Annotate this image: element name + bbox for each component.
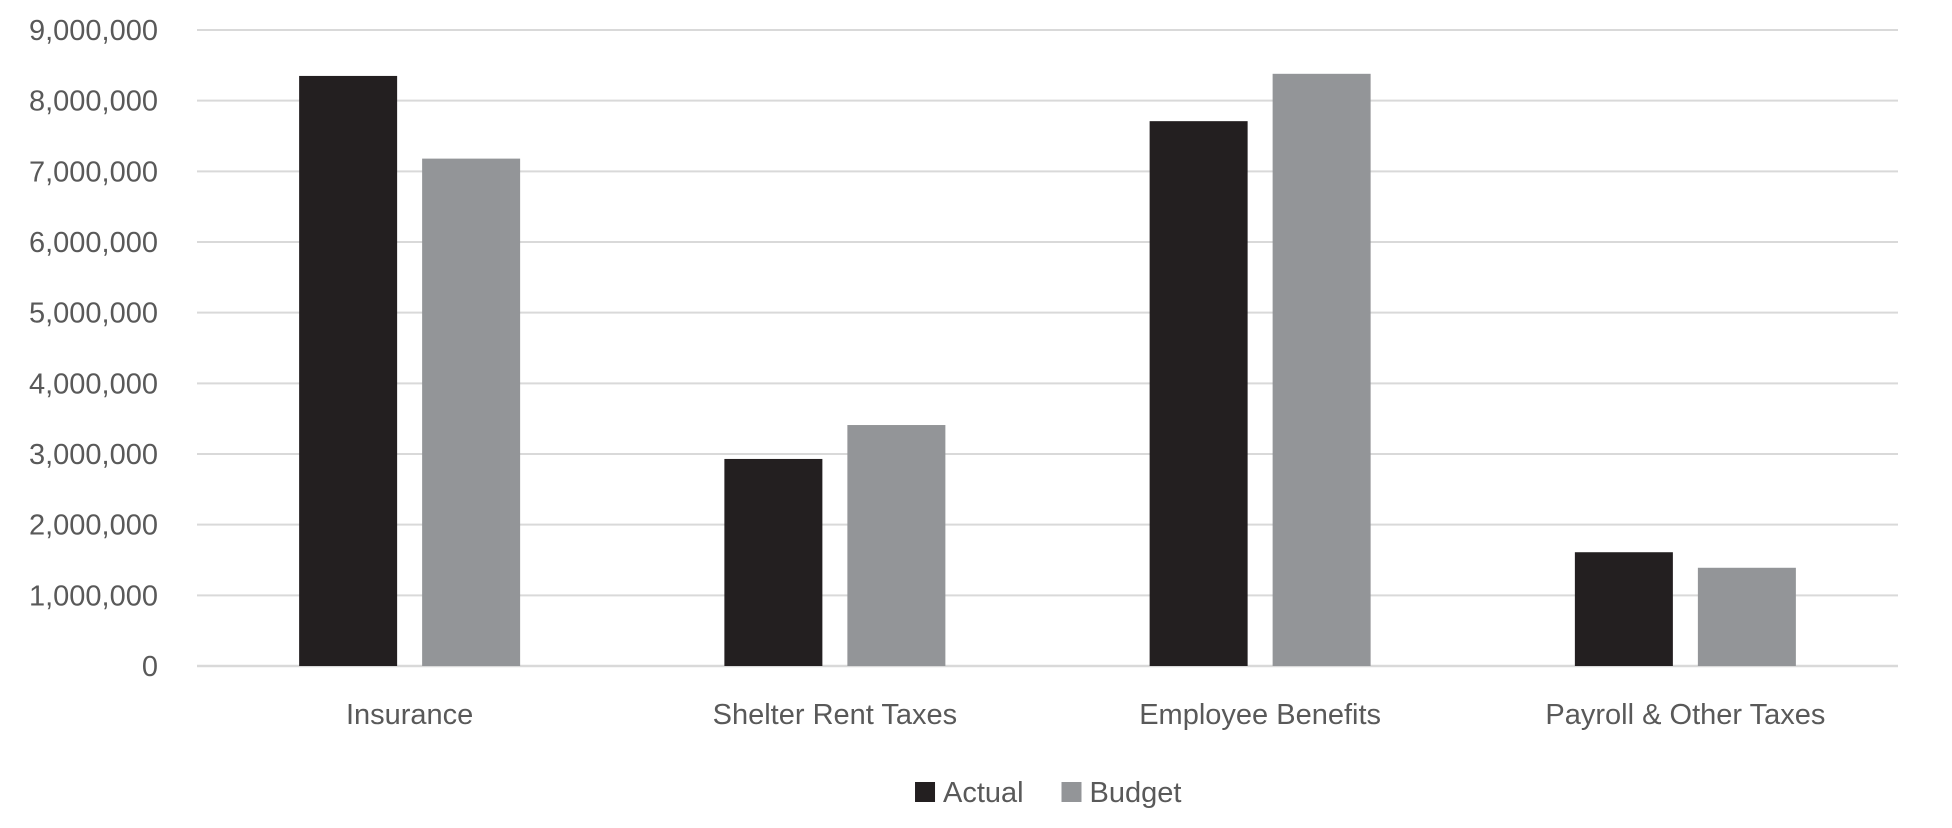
y-axis-tick-labels: 0 1,000,000 2,000,000 3,000,000 4,000,000 5,0… (29, 15, 158, 683)
y-tick-label: 0 (142, 651, 158, 683)
y-tick-label: 3,000,000 (29, 439, 158, 471)
legend-swatch-actual (915, 782, 936, 802)
y-tick-label: 4,000,000 (29, 368, 158, 400)
y-tick-label: 6,000,000 (29, 227, 158, 259)
x-category-label-shelter-rent-taxes: Shelter Rent Taxes (713, 699, 958, 731)
y-tick-label: 9,000,000 (29, 15, 158, 47)
legend-label-budget: Budget (1090, 777, 1182, 809)
bar-budget-payroll-and-other-taxes (1697, 567, 1796, 666)
bar-budget-shelter-rent-taxes (847, 425, 946, 666)
bar-actual-shelter-rent-taxes (724, 458, 823, 666)
y-tick-label: 7,000,000 (29, 156, 158, 188)
bar-actual-insurance (299, 75, 398, 666)
y-tick-label: 1,000,000 (29, 580, 158, 612)
x-category-label-insurance: Insurance (346, 699, 473, 731)
y-tick-label: 8,000,000 (29, 86, 158, 118)
y-tick-label: 5,000,000 (29, 298, 158, 330)
bar-actual-employee-benefits (1149, 121, 1248, 666)
legend: Actual Budget (915, 777, 1181, 809)
x-category-label-employee-benefits: Employee Benefits (1139, 699, 1381, 731)
y-tick-label: 2,000,000 (29, 510, 158, 542)
legend-swatch-budget (1061, 782, 1082, 802)
legend-label-actual: Actual (943, 777, 1024, 809)
bar-actual-payroll-and-other-taxes (1574, 552, 1673, 666)
bars (299, 73, 1796, 666)
x-axis-category-labels: Insurance Shelter Rent Taxes Employee Bene… (346, 699, 1825, 731)
bar-budget-insurance (422, 158, 521, 666)
x-category-label-payroll-and-other-taxes: Payroll & Other Taxes (1545, 699, 1825, 731)
bar-budget-employee-benefits (1272, 73, 1371, 666)
